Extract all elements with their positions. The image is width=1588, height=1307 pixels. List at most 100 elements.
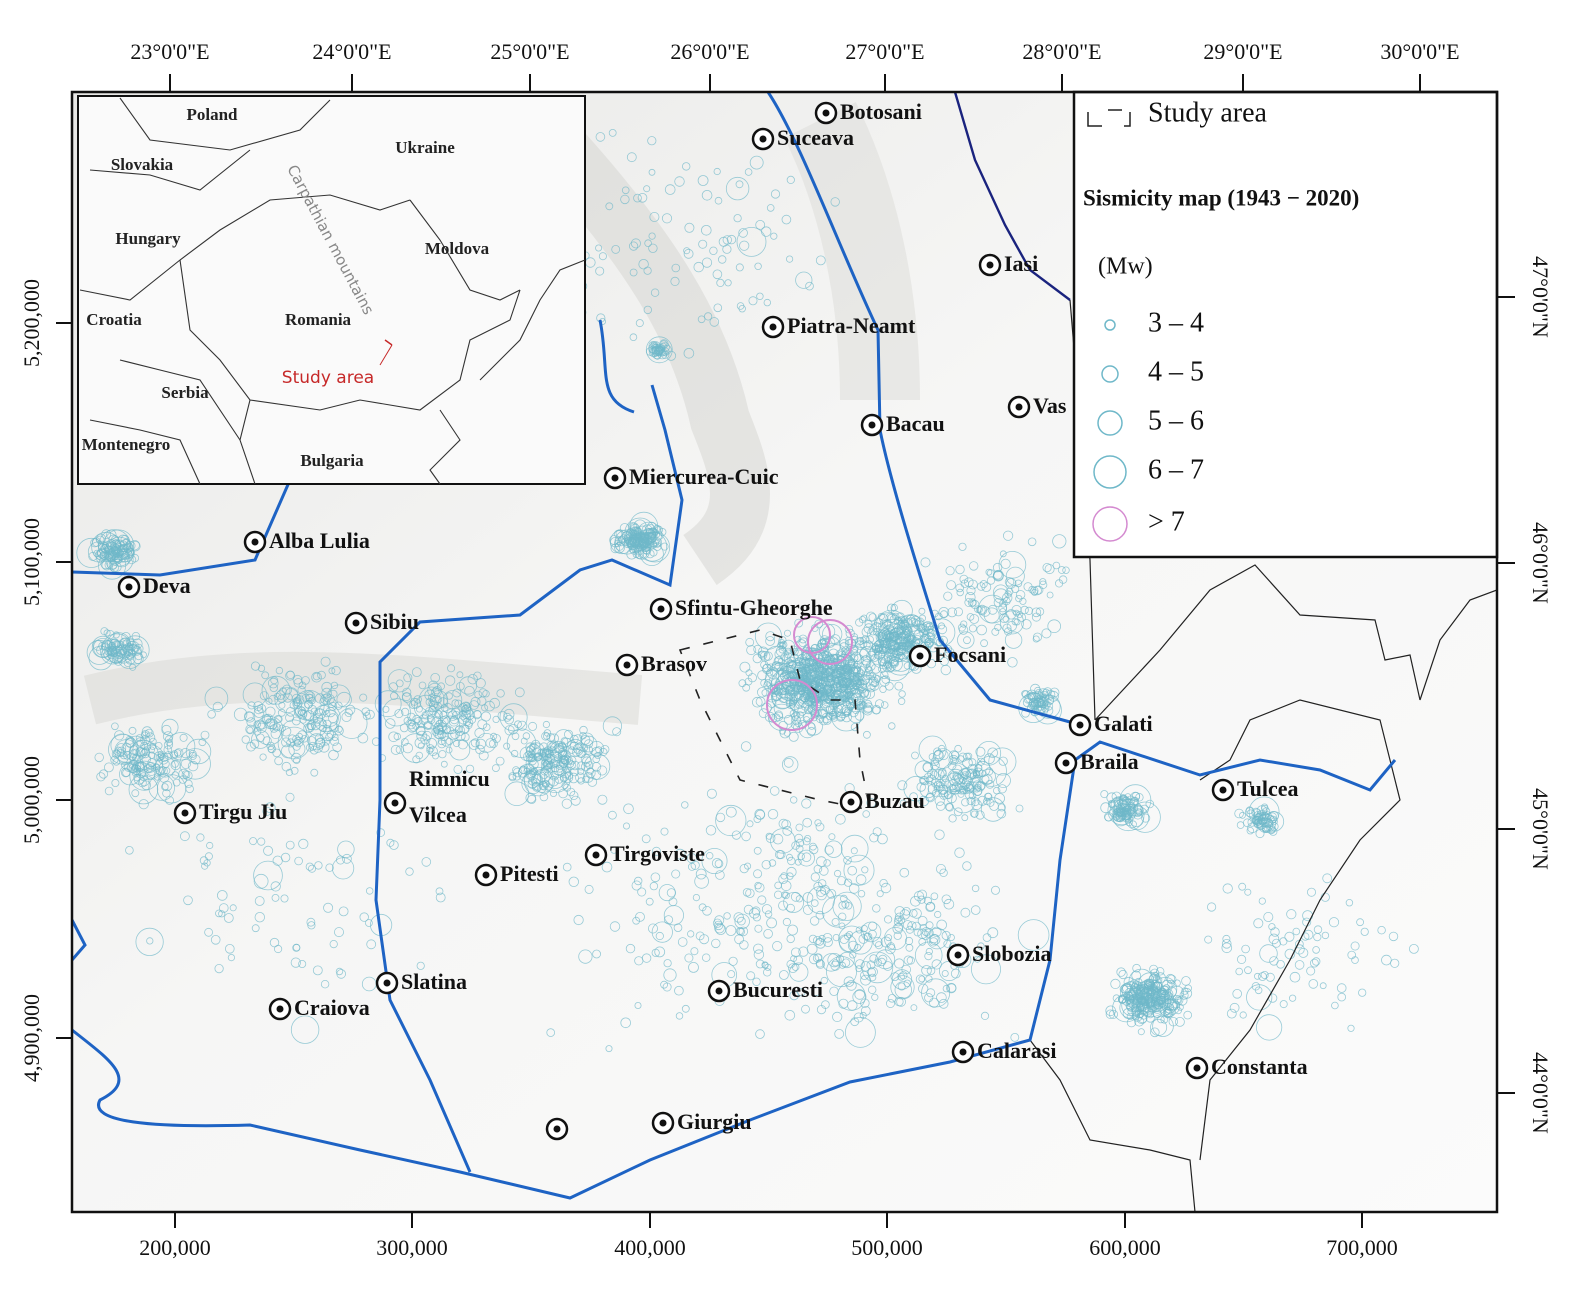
quake [988, 747, 1017, 776]
quake [782, 669, 791, 679]
quake [602, 716, 623, 736]
quake [444, 675, 456, 686]
quake [428, 700, 438, 710]
quake [451, 710, 461, 720]
quake [943, 591, 953, 601]
quake [251, 730, 270, 749]
quake [821, 1000, 830, 1009]
quake [993, 786, 1001, 795]
quake [855, 926, 863, 934]
quake [464, 718, 474, 727]
quake [930, 757, 940, 766]
quake [940, 789, 948, 798]
quake [987, 927, 999, 939]
quake [947, 607, 957, 618]
quake [1137, 1013, 1148, 1024]
quake [638, 549, 648, 559]
quake [305, 862, 314, 871]
quake [897, 982, 906, 991]
quake [229, 904, 237, 912]
quake [697, 175, 709, 186]
quake [576, 761, 586, 771]
quake [310, 707, 319, 715]
quake [860, 921, 882, 943]
quake [869, 638, 901, 670]
quake [1005, 578, 1017, 589]
city-label: Constanta [1211, 1054, 1308, 1079]
quake [888, 626, 896, 635]
quake [418, 681, 427, 690]
quake [1100, 802, 1112, 814]
quake [868, 627, 878, 636]
quake [161, 759, 170, 768]
quake [1222, 883, 1233, 894]
quake [615, 541, 625, 551]
quake [869, 833, 879, 843]
quake [1246, 827, 1254, 835]
quake [249, 837, 258, 846]
quake [779, 970, 789, 980]
quake [495, 756, 505, 766]
city-label: Iasi [1004, 251, 1038, 276]
quake [871, 993, 879, 1001]
quake [503, 708, 515, 720]
quake [966, 585, 976, 596]
quake [1020, 605, 1029, 615]
quake [815, 822, 825, 832]
quake [788, 963, 798, 973]
quake [997, 803, 1006, 812]
city-marker-dot [959, 1048, 967, 1056]
quake [310, 720, 321, 731]
quake [844, 625, 854, 634]
quake [772, 940, 783, 952]
quake [731, 830, 742, 840]
quake [868, 648, 877, 657]
quake [951, 788, 976, 814]
quake [207, 709, 216, 719]
quake [824, 845, 834, 855]
bottom-tick-label: 500,000 [851, 1235, 923, 1260]
quake [825, 840, 843, 858]
quake [101, 560, 112, 571]
quake [171, 771, 179, 779]
quake [162, 789, 171, 798]
prut-river [953, 92, 1071, 301]
quake [1002, 615, 1010, 623]
quake [1010, 1033, 1020, 1042]
quake [253, 707, 265, 718]
quake [1169, 985, 1185, 1000]
quake [789, 962, 809, 982]
quake [987, 747, 998, 759]
river [766, 92, 1071, 724]
quake [257, 664, 266, 673]
left-tick-label: 5,000,000 [19, 756, 44, 844]
quake [457, 739, 468, 750]
quake [786, 866, 797, 878]
quake [733, 214, 742, 223]
inset-map: Poland Ukraine Slovakia Hungary Moldova … [77, 95, 586, 485]
quake [1150, 1001, 1162, 1012]
quake [668, 897, 678, 907]
right-tick-label: 45°0'0"N [1528, 788, 1553, 870]
city-label: Slobozia [972, 941, 1051, 966]
quake [336, 691, 352, 708]
quake [873, 675, 882, 683]
quake [926, 988, 936, 998]
quake [753, 644, 763, 654]
quake [233, 707, 248, 722]
quake [744, 168, 753, 176]
quake [645, 528, 654, 537]
quake [660, 827, 669, 836]
quake [1125, 1000, 1135, 1010]
quake [897, 916, 906, 924]
quake [628, 241, 639, 251]
quake [465, 764, 475, 774]
quake [924, 637, 935, 648]
quake [814, 682, 823, 690]
study-area-pointer [384, 339, 393, 346]
quake [1306, 966, 1316, 976]
quake [641, 834, 651, 844]
quake [131, 644, 140, 652]
quake [850, 722, 860, 732]
quake [815, 910, 825, 920]
